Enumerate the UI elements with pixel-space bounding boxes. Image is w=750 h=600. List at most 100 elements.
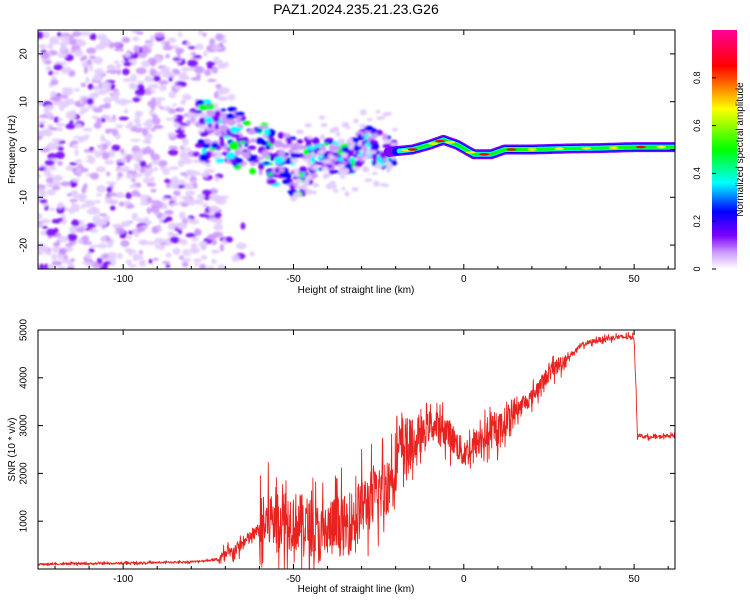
heatmap-cell [57,52,68,58]
heatmap-cell [306,146,317,151]
heatmap-cell [185,190,196,196]
heatmap-cell [161,203,168,210]
heatmap-cell [220,108,227,112]
heatmap-cell [337,138,346,145]
heatmap-cell [72,30,82,37]
heatmap-cell [117,172,124,178]
heatmap-cell [303,148,310,156]
heatmap-cell [339,175,346,179]
heatmap-cell [103,215,111,221]
heatmap-cell [152,257,159,261]
heatmap-cell [236,114,243,120]
heatmap-cell [153,75,161,82]
heatmap-cell [75,38,84,46]
heatmap-cell [171,176,179,182]
heatmap-cell [60,181,72,187]
heatmap-cell [85,262,94,267]
heatmap-cell [70,258,75,262]
heatmap-cell [65,111,75,120]
heatmap-cell [179,153,191,160]
heatmap-cell [152,124,164,129]
heatmap-cell [89,55,96,60]
heatmap-cell [304,123,312,128]
heatmap-cell [160,242,167,246]
heatmap-cell [332,183,337,190]
heatmap-cell [106,181,117,185]
heatmap-cell [303,180,310,186]
heatmap-cell [317,154,324,159]
heatmap-cell [293,192,301,198]
heatmap-cell [116,228,126,235]
heatmap-cell [227,118,236,126]
heatmap-cell [110,205,116,211]
heatmap-cell [123,200,132,204]
heatmap-cell [43,31,50,39]
heatmap-cell [359,149,365,153]
heatmap-cell [280,143,289,149]
heatmap-cell [44,263,49,269]
snr-ticks: -100 -50 0 50 1000 2000 3000 4000 5000 [19,318,675,585]
heatmap-cell [82,97,87,104]
heatmap-cell [53,116,60,123]
heatmap-cell [344,191,350,197]
snr-y-label: SNR (10 * v/v) [7,418,18,482]
heatmap-cell [38,195,43,201]
heatmap-cell [162,72,172,79]
heatmap-cell [206,61,216,67]
heatmap-cell [219,135,224,143]
heatmap-cell [306,161,313,166]
heatmap-cell [331,126,340,132]
heatmap-cell [198,104,208,111]
heatmap-cell [51,138,63,142]
heatmap-cell [312,137,320,145]
ridge-hotspot [635,145,646,149]
heatmap-cell [164,178,171,184]
heatmap-cell [154,237,166,244]
heatmap-cell [350,159,355,165]
heatmap-cell [123,77,132,83]
heatmap-cell [38,114,49,119]
heatmap-cell [82,127,93,132]
heatmap-cell [100,134,105,143]
heatmap-cell [88,248,95,253]
heatmap-cell [71,219,80,227]
heatmap-cell [95,166,106,173]
heatmap-cell [137,83,145,91]
heatmap-cell [278,149,286,157]
heatmap-cell [229,141,239,149]
heatmap-cell [150,89,156,94]
heatmap-cell [87,83,94,90]
heatmap-cell [58,100,69,108]
heatmap-cell [165,117,174,122]
heatmap-cell [157,97,166,101]
heatmap-cell [198,241,208,248]
heatmap-cell [182,249,190,253]
heatmap-cell [132,97,141,103]
heatmap-cell [116,253,123,259]
heatmap-cell [266,178,277,185]
heatmap-cell [147,100,157,108]
heatmap-cell [102,143,108,150]
heatmap-cell [194,142,205,148]
heatmap-cell [290,142,300,151]
snr-x-tick-label: 50 [629,574,641,585]
heatmap-cell [217,264,226,269]
heatmap-cell [181,252,191,256]
heatmap-cell [69,226,79,234]
heatmap-cell [38,190,44,196]
heatmap-cell [206,64,213,70]
heatmap-cell [190,52,197,56]
heatmap-cell [38,222,43,229]
ridge-hotspot [554,147,565,151]
heatmap-cell [261,140,268,146]
heatmap-cell [80,167,89,173]
heatmap-cell [214,122,219,131]
heatmap-cell [104,85,112,93]
heatmap-cell [104,159,115,165]
heatmap-cell [231,254,240,262]
heatmap-cell [341,187,346,191]
heatmap-cell [80,31,91,37]
heatmap-cell [86,105,98,110]
heatmap-cell [328,155,335,160]
